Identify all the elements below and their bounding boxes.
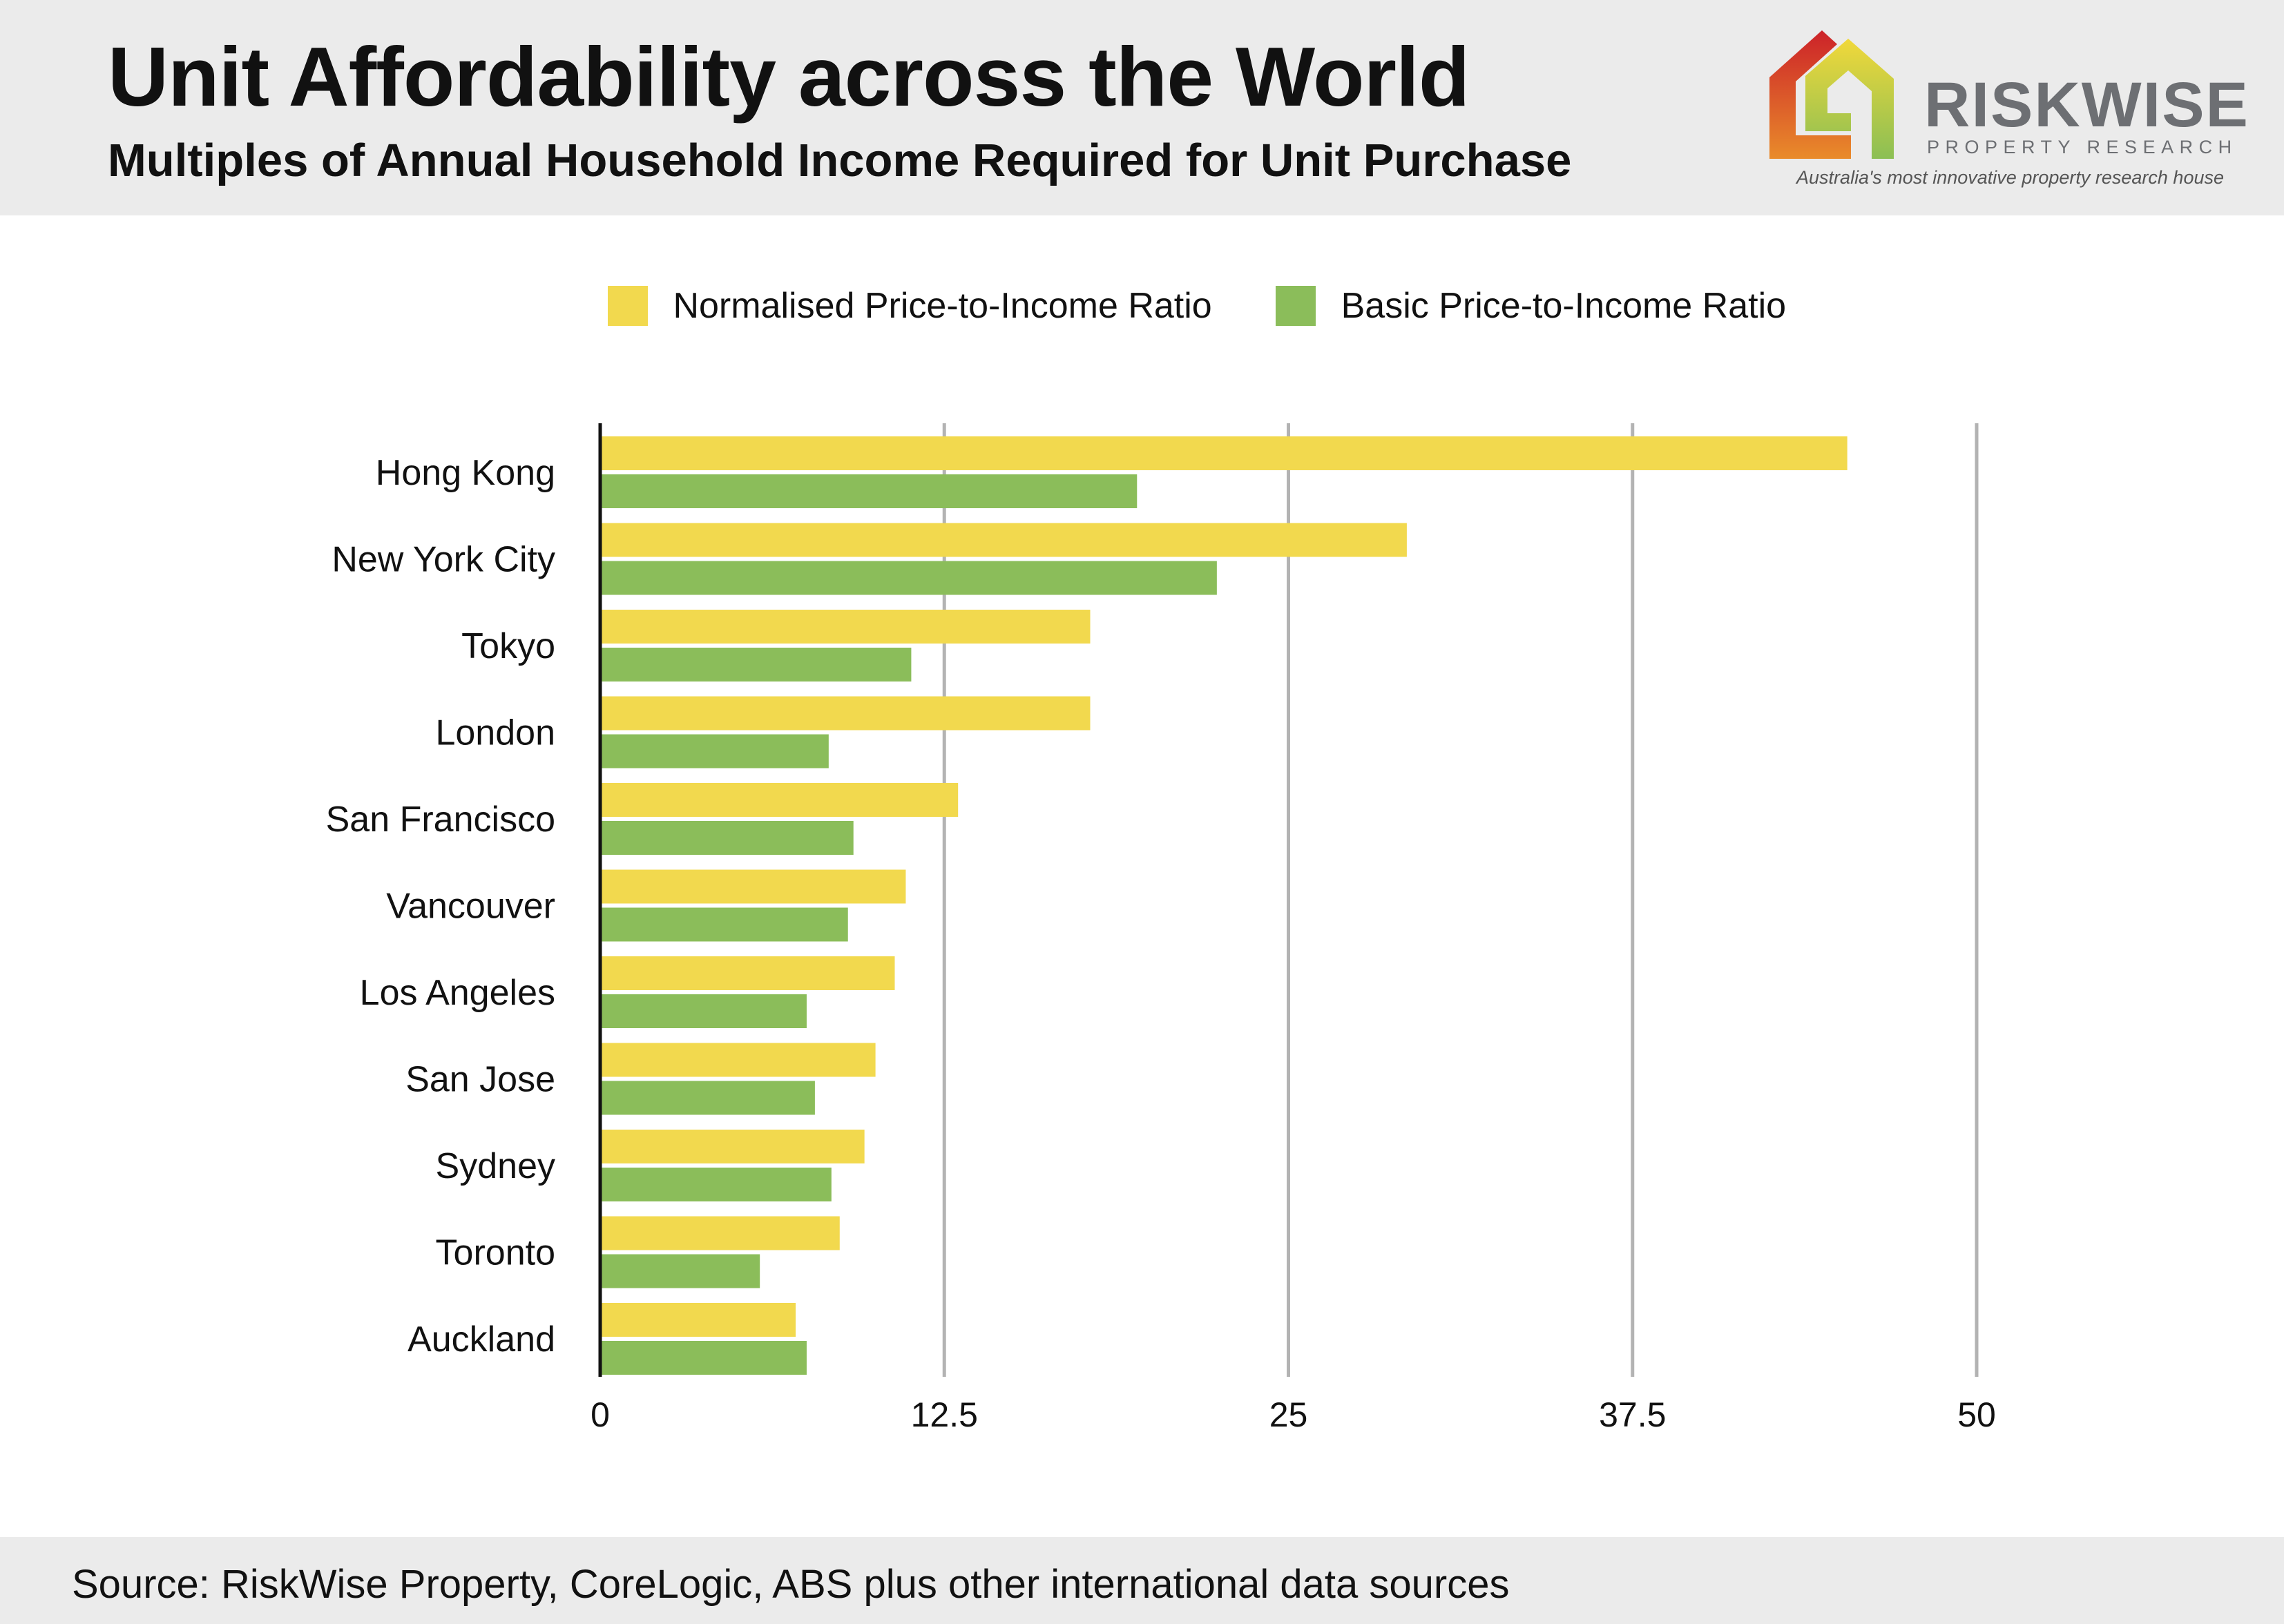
house-logo-icon <box>1769 30 1894 159</box>
category-label: San Jose <box>405 1060 555 1100</box>
x-tick-label: 50 <box>1957 1395 1996 1434</box>
bar-basic-9 <box>600 1254 760 1288</box>
bar-basic-8 <box>600 1168 832 1201</box>
bar-normalised-5 <box>600 869 906 904</box>
x-tick-label: 37.5 <box>1599 1395 1666 1434</box>
legend-label-normalised: Normalised Price-to-Income Ratio <box>673 286 1212 326</box>
bar-basic-6 <box>600 994 807 1028</box>
bar-basic-2 <box>600 648 912 682</box>
legend-label-basic: Basic Price-to-Income Ratio <box>1341 286 1787 326</box>
bar-basic-4 <box>600 821 854 855</box>
bar-normalised-6 <box>600 956 895 990</box>
bar-basic-3 <box>600 734 829 768</box>
bar-normalised-4 <box>600 783 959 817</box>
bar-basic-7 <box>600 1081 815 1115</box>
category-label: Sydney <box>436 1146 555 1186</box>
bar-basic-1 <box>600 561 1217 595</box>
legend-item-normalised: Normalised Price-to-Income Ratio <box>608 283 1212 329</box>
category-label: New York City <box>332 540 555 580</box>
category-label: Tokyo <box>461 626 555 666</box>
chart-legend: Normalised Price-to-Income Ratio Basic P… <box>608 283 1847 331</box>
bar-normalised-1 <box>600 523 1407 557</box>
x-tick-label: 0 <box>591 1395 610 1434</box>
page-subtitle: Multiples of Annual Household Income Req… <box>108 135 1572 186</box>
legend-swatch-normalised <box>608 286 648 326</box>
category-label: London <box>435 713 555 753</box>
category-label: Los Angeles <box>360 973 555 1013</box>
category-label: Toronto <box>436 1233 555 1273</box>
bar-basic-10 <box>600 1341 807 1375</box>
bar-basic-0 <box>600 474 1138 508</box>
category-label: Hong Kong <box>376 453 555 493</box>
source-note: Source: RiskWise Property, CoreLogic, AB… <box>72 1562 1510 1607</box>
legend-swatch-basic <box>1276 286 1316 326</box>
logo-subtitle: PROPERTY RESEARCH <box>1927 137 2238 157</box>
bar-chart: Hong Kong New York City Tokyo London San Fra… <box>326 423 1996 1434</box>
bar-normalised-0 <box>600 436 1848 470</box>
riskwise-logo: RISKWISE PROPERTY RESEARCH Australia's m… <box>1768 28 2252 193</box>
x-tick-label: 25 <box>1269 1395 1308 1434</box>
category-label: San Francisco <box>326 800 555 840</box>
bar-normalised-9 <box>600 1216 840 1250</box>
bar-normalised-2 <box>600 610 1091 644</box>
bar-normalised-7 <box>600 1043 876 1077</box>
x-tick-label: 12.5 <box>911 1395 978 1434</box>
bar-basic-5 <box>600 907 848 942</box>
bar-normalised-3 <box>600 696 1091 731</box>
category-label: Vancouver <box>386 887 555 927</box>
logo-tagline: Australia's most innovative property res… <box>1796 167 2224 188</box>
bar-normalised-8 <box>600 1130 865 1163</box>
logo-name: RISKWISE <box>1924 70 2249 140</box>
footer-band: Source: RiskWise Property, CoreLogic, AB… <box>0 1537 2284 1624</box>
legend-item-basic: Basic Price-to-Income Ratio <box>1276 283 1786 329</box>
page-title: Unit Affordability across the World <box>108 30 1470 124</box>
bar-normalised-10 <box>600 1303 796 1337</box>
header-band: Unit Affordability across the World Mult… <box>0 0 2284 215</box>
category-label: Auckland <box>407 1320 555 1360</box>
